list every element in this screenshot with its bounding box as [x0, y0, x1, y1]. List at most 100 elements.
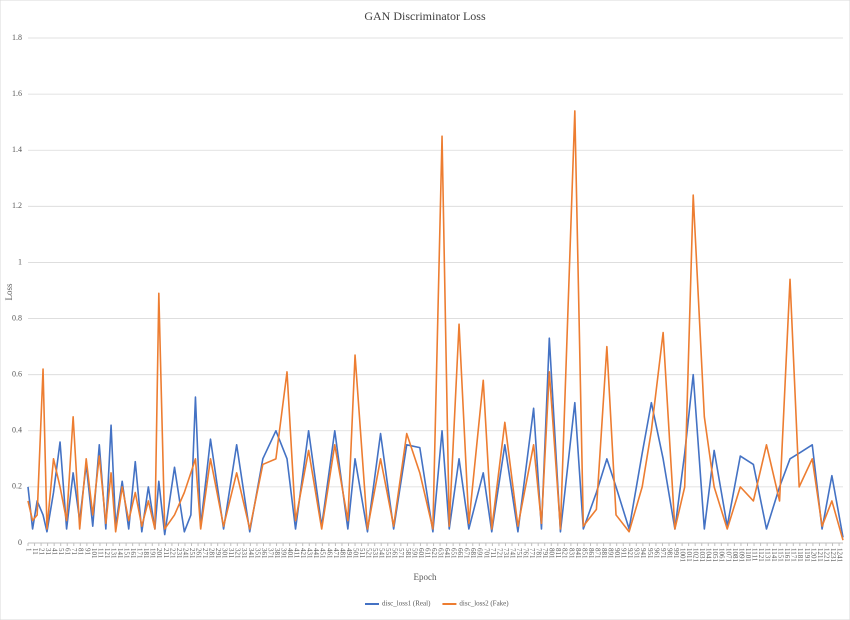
x-tick-label: 21 [37, 548, 45, 556]
x-tick-label: 961 [652, 548, 660, 559]
y-tick-label: 1.6 [12, 89, 22, 98]
x-tick-label: 171 [136, 548, 144, 559]
x-tick-label: 431 [306, 548, 314, 559]
x-tick-label: 451 [319, 548, 327, 559]
x-tick-label: 31 [44, 548, 52, 556]
x-tick-label: 241 [181, 548, 189, 559]
x-tick-label: 911 [620, 548, 628, 559]
x-tick-label: 1031 [698, 548, 706, 563]
x-tick-label: 631 [436, 548, 444, 559]
y-tick-label: 1 [18, 257, 22, 266]
x-tick-label: 761 [522, 548, 530, 559]
x-tick-label: 661 [456, 548, 464, 559]
x-tick-label: 411 [293, 548, 301, 559]
x-tick-label: 871 [593, 548, 601, 559]
y-tick-label: 1.4 [12, 145, 22, 154]
x-tick-label: 111 [96, 548, 104, 558]
chart-title: GAN Discriminator Loss [364, 9, 486, 23]
x-tick-label: 461 [325, 548, 333, 559]
x-tick-label: 891 [607, 548, 615, 559]
series-line [27, 337, 844, 538]
x-tick-label: 81 [77, 548, 85, 556]
x-tick-label: 1041 [705, 548, 713, 563]
x-tick-label: 341 [247, 548, 255, 559]
x-tick-label: 861 [587, 548, 595, 559]
x-tick-label: 561 [391, 548, 399, 559]
x-tick-label: 511 [358, 548, 366, 559]
x-tick-label: 741 [508, 548, 516, 559]
x-tick-label: 311 [227, 548, 235, 559]
x-tick-label: 291 [214, 548, 222, 559]
x-tick-label: 1001 [678, 548, 686, 563]
x-tick-label: 1121 [757, 548, 765, 562]
series-line [27, 110, 844, 541]
x-tick-label: 371 [266, 548, 274, 559]
x-tick-label: 1131 [764, 548, 772, 562]
x-tick-label: 221 [168, 548, 176, 559]
x-tick-label: 701 [482, 548, 490, 559]
x-tick-label: 361 [260, 548, 268, 559]
x-tick-label: 711 [489, 548, 497, 559]
x-tick-label: 611 [423, 548, 431, 559]
x-tick-label: 1201 [809, 548, 817, 563]
x-tick-label: 271 [201, 548, 209, 559]
x-tick-label: 491 [345, 548, 353, 559]
y-tick-label: 0.6 [12, 369, 22, 378]
x-tick-label: 551 [384, 548, 392, 559]
x-tick-label: 1051 [711, 548, 719, 563]
y-tick-label: 1.8 [12, 33, 22, 42]
x-tick-label: 381 [273, 548, 281, 559]
x-tick-label: 1061 [718, 548, 726, 563]
x-tick-label: 11 [31, 548, 39, 555]
y-tick-label: 1.2 [12, 201, 22, 210]
x-tick-label: 781 [535, 548, 543, 559]
x-tick-label: 951 [646, 548, 654, 559]
x-tick-label: 351 [253, 548, 261, 559]
x-tick-label: 401 [286, 548, 294, 559]
y-tick-label: 0.8 [12, 313, 22, 322]
x-tick-label: 571 [397, 548, 405, 559]
x-tick-label: 1231 [829, 548, 837, 563]
x-tick-label: 261 [194, 548, 202, 559]
x-tick-label: 391 [279, 548, 287, 559]
x-tick-label: 1011 [685, 548, 693, 562]
x-tick-label: 1111 [750, 548, 758, 562]
x-tick-label: 581 [404, 548, 412, 559]
x-tick-label: 141 [116, 548, 124, 559]
x-tick-label: 41 [51, 548, 59, 556]
y-axis-title: Loss [4, 283, 14, 301]
x-tick-label: 731 [502, 548, 510, 559]
x-tick-label: 1181 [796, 548, 804, 562]
x-tick-label: 251 [188, 548, 196, 559]
x-tick-label: 181 [142, 548, 150, 559]
x-tick-label: 531 [371, 548, 379, 559]
x-tick-label: 1161 [783, 548, 791, 562]
x-tick-label: 971 [659, 548, 667, 559]
x-tick-label: 1101 [744, 548, 752, 562]
x-tick-label: 51 [57, 548, 65, 556]
x-tick-label: 941 [639, 548, 647, 559]
x-tick-label: 601 [417, 548, 425, 559]
x-tick-label: 771 [528, 548, 536, 559]
x-tick-label: 831 [567, 548, 575, 559]
x-tick-label: 1091 [737, 548, 745, 563]
x-tick-label: 821 [561, 548, 569, 559]
x-tick-label: 121 [103, 548, 111, 559]
x-tick-label: 1241 [835, 548, 843, 563]
x-tick-label: 1171 [790, 548, 798, 562]
x-tick-label: 161 [129, 548, 137, 559]
x-tick-label: 101 [90, 548, 98, 559]
x-tick-label: 1081 [731, 548, 739, 563]
x-tick-label: 1021 [692, 548, 700, 563]
x-tick-label: 61 [64, 548, 72, 556]
x-tick-label: 1 [24, 548, 32, 552]
x-tick-label: 681 [469, 548, 477, 559]
x-tick-label: 591 [410, 548, 418, 559]
x-tick-label: 721 [495, 548, 503, 559]
x-tick-label: 1221 [822, 548, 830, 563]
x-tick-label: 1141 [770, 548, 778, 562]
x-tick-label: 301 [221, 548, 229, 559]
x-tick-label: 641 [443, 548, 451, 559]
